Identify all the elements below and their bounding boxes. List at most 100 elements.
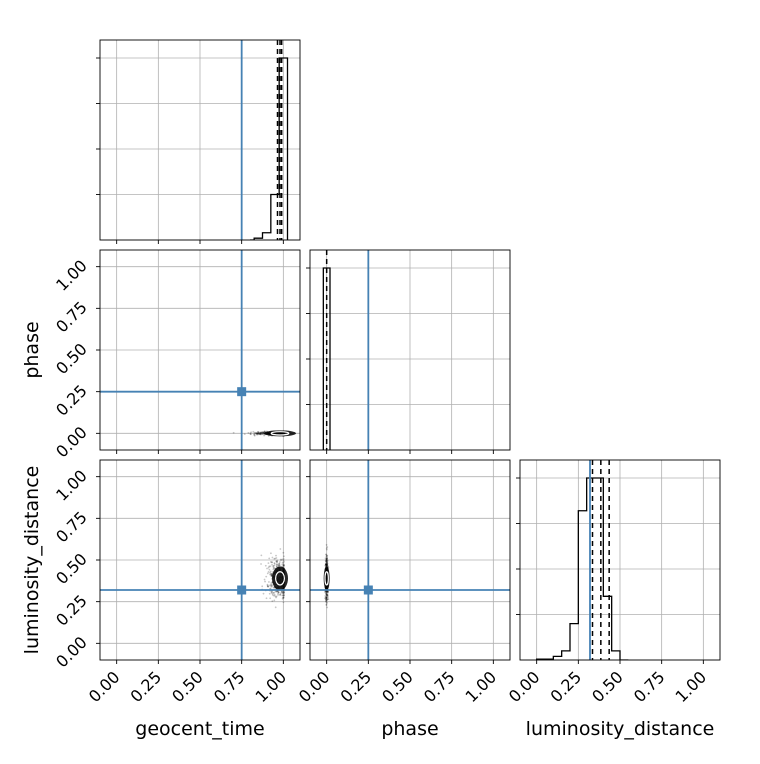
scatter-point — [282, 596, 285, 599]
scatter-point — [274, 590, 277, 593]
scatter-point — [282, 565, 285, 568]
scatter-point — [278, 564, 281, 567]
scatter-point — [282, 601, 285, 604]
scatter-point — [325, 560, 328, 562]
scatter-point — [257, 431, 259, 433]
y-tick-label: 0.50 — [52, 549, 91, 588]
scatter-point — [277, 594, 279, 596]
scatter-point — [275, 596, 277, 599]
scatter-point — [270, 585, 273, 587]
density-contour — [270, 431, 290, 436]
scatter-point — [259, 432, 261, 435]
scatter-point — [275, 557, 278, 559]
scatter-point — [269, 565, 272, 568]
scatter-point — [325, 564, 328, 567]
scatter-point — [259, 432, 262, 435]
y-tick-label: 0.50 — [52, 339, 91, 378]
scatter-point — [278, 564, 281, 567]
x-tick-label: 0.75 — [210, 667, 249, 706]
scatter-point — [266, 567, 268, 570]
scatter-point — [325, 590, 328, 593]
scatter-point — [326, 601, 328, 604]
scatter-point — [257, 431, 260, 434]
scatter-point — [257, 432, 260, 435]
scatter-point — [256, 432, 259, 435]
y-tick-label: 0.00 — [52, 423, 91, 462]
scatter-point — [325, 602, 328, 604]
scatter-point — [269, 573, 271, 576]
scatter-point — [257, 430, 260, 433]
panel-content — [536, 460, 629, 660]
scatter-point — [277, 563, 280, 566]
scatter-point — [282, 559, 285, 562]
scatter-point — [324, 560, 327, 562]
panel-luminosity_distance-vs-geocent_time: 0.000.250.500.751.000.00 0.25 0.50 0.75 1.00 — [52, 459, 301, 706]
panel-content — [240, 40, 289, 240]
grid-lines — [310, 250, 510, 451]
scatter-point — [273, 591, 275, 594]
scatter-point — [282, 564, 285, 567]
scatter-point — [324, 564, 327, 566]
scatter-point — [270, 552, 272, 555]
scatter-point — [266, 585, 269, 588]
scatter-point — [326, 559, 329, 562]
scatter-point — [326, 590, 329, 593]
scatter-point — [273, 562, 276, 564]
scatter-point — [271, 563, 273, 566]
scatter-point — [279, 561, 281, 563]
scatter-point — [327, 598, 330, 600]
scatter-point — [277, 591, 280, 594]
scatter-point — [325, 563, 328, 566]
scatter-point — [270, 582, 273, 584]
scatter-point — [325, 559, 328, 561]
grid-lines — [100, 460, 300, 660]
scatter-point — [275, 565, 278, 568]
truth-marker — [363, 585, 373, 595]
scatter-point — [325, 547, 328, 550]
scatter-point — [325, 563, 328, 566]
scatter-point — [278, 564, 280, 567]
scatter-point — [258, 433, 261, 435]
scatter-point — [260, 431, 263, 434]
scatter-point — [326, 593, 328, 596]
scatter-point — [265, 575, 268, 578]
scatter-point — [325, 591, 327, 594]
y-tick-label: 0.00 — [52, 633, 91, 672]
scatter-point — [270, 585, 273, 588]
scatter-point — [255, 433, 258, 436]
scatter-point — [325, 594, 328, 596]
scatter-point — [283, 560, 286, 563]
scatter-point — [326, 561, 329, 564]
scatter-point — [326, 554, 329, 557]
scatter-point — [325, 560, 328, 562]
scatter-point — [325, 599, 328, 602]
scatter-point — [275, 595, 278, 598]
scatter-point — [282, 591, 285, 594]
scatter-point — [269, 570, 272, 573]
scatter-point — [325, 590, 328, 593]
scatter-point — [326, 562, 328, 565]
scatter-point — [325, 563, 328, 565]
scatter-point — [325, 600, 328, 603]
scatter-point — [268, 565, 271, 568]
scatter-point — [281, 597, 284, 600]
scatter-point — [275, 560, 278, 563]
scatter-point — [263, 430, 266, 433]
x-tick-label: 0.25 — [547, 667, 586, 706]
x-tick-label: 1.00 — [462, 667, 501, 706]
scatter-point — [273, 594, 275, 597]
scatter-point — [326, 593, 329, 596]
scatter-point — [325, 592, 328, 595]
x-axis-label-phase: phase — [381, 718, 438, 740]
scatter-point — [249, 432, 252, 435]
scatter-point — [281, 561, 284, 564]
panel-content — [310, 460, 510, 660]
scatter-point — [325, 560, 328, 563]
y-axis-label-phase: phase — [21, 321, 43, 378]
scatter-point — [326, 606, 329, 609]
scatter-point — [232, 431, 235, 434]
scatter-point — [325, 557, 328, 559]
x-tick-label: 0.50 — [168, 667, 207, 706]
scatter-point — [276, 563, 278, 565]
scatter-point — [325, 544, 328, 546]
